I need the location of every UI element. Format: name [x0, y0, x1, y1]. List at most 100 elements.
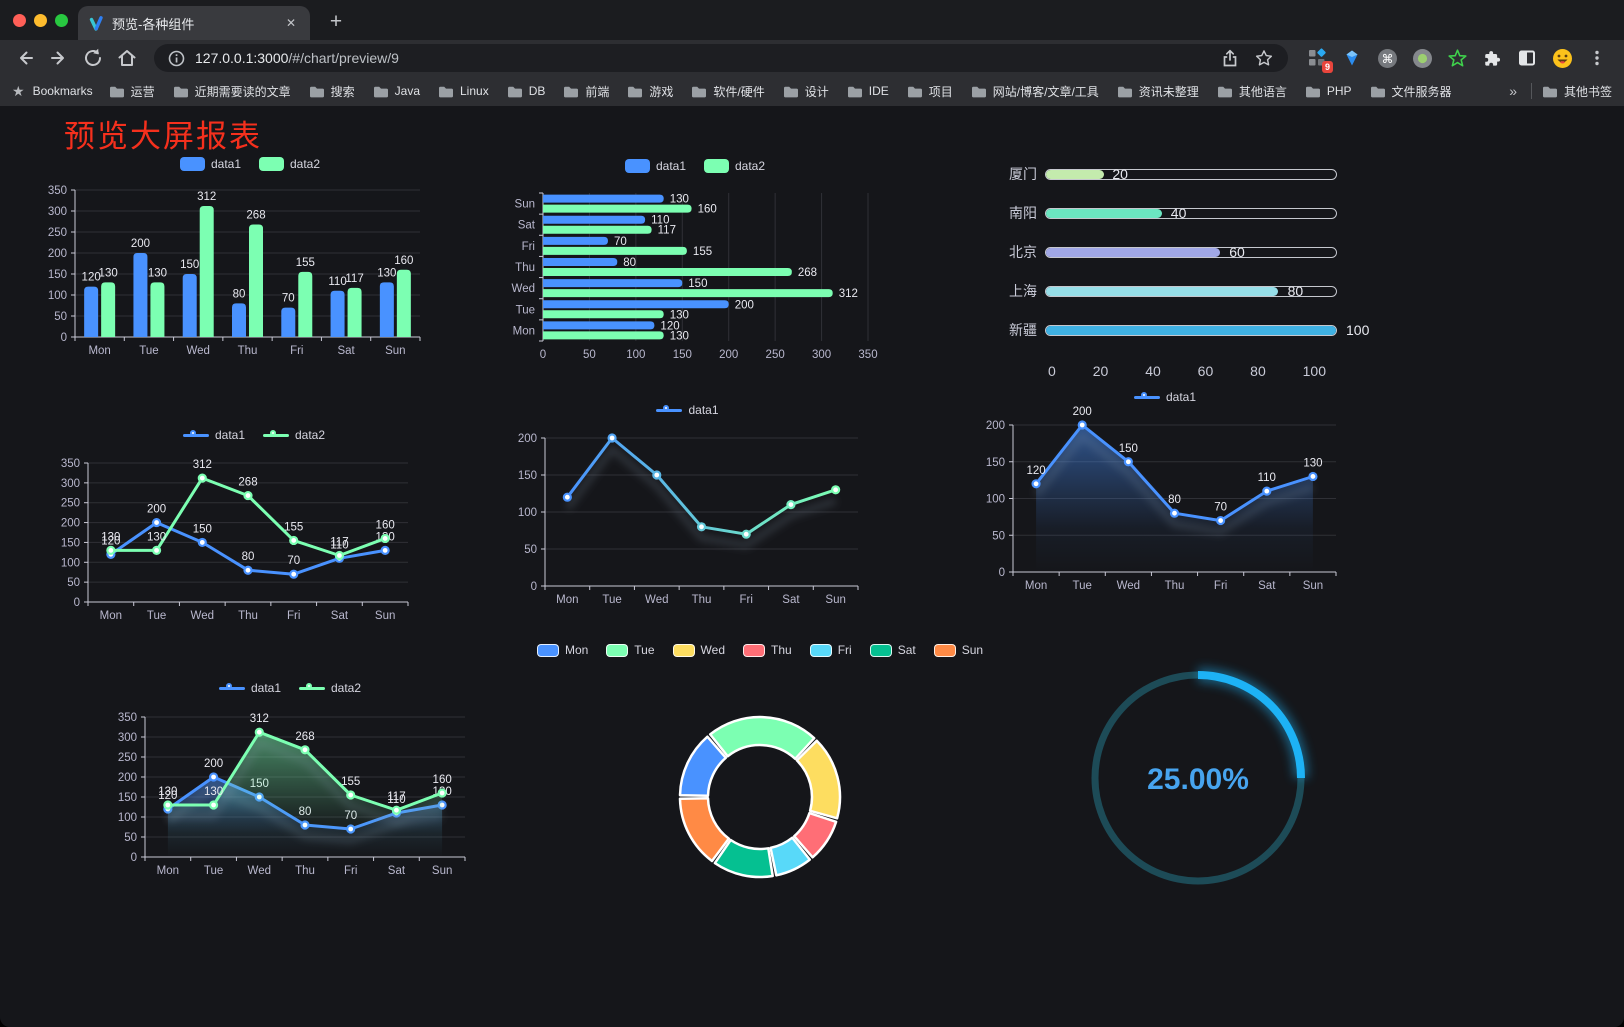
blocks-extension-button[interactable]: 9 [1306, 47, 1333, 73]
command-circle-extension-button[interactable]: ⌘ [1376, 47, 1398, 69]
url-text[interactable]: 127.0.0.1:3000/#/chart/preview/9 [195, 50, 399, 66]
legend-item[interactable]: Tue [606, 643, 655, 657]
svg-text:160: 160 [698, 204, 717, 216]
bookmark-folder-item[interactable]: 网站/博客/文章/工具 [971, 83, 1099, 100]
reload-icon [85, 48, 101, 66]
svg-text:200: 200 [735, 299, 754, 311]
double-area-chart[interactable]: data1 data2 0 50 100 150 200 250 300 350 Mon Tue Wed… [105, 668, 475, 893]
bookmark-folder-item[interactable]: 近期需要读的文章 [173, 83, 291, 100]
grouped-bar-chart[interactable]: data1 data2 0 50 100 150 200 250 300 350 Mon Tue Wed… [40, 150, 460, 368]
pie-segment-Mon [678, 735, 728, 798]
series-data1 [562, 433, 841, 549]
forward-button[interactable] [44, 43, 74, 73]
bookmark-star-icon[interactable] [1254, 48, 1274, 68]
share-icon[interactable] [1220, 48, 1240, 68]
bookmark-folder-item[interactable]: Java [373, 84, 420, 98]
traffic-minimize-icon[interactable] [34, 14, 47, 27]
legend-item[interactable]: data2 [263, 428, 325, 442]
emoji-extension-button[interactable] [1551, 47, 1573, 69]
bookmark-folder-item[interactable]: PHP [1305, 84, 1352, 98]
legend-item[interactable]: data1 [1133, 390, 1196, 404]
svg-text:0: 0 [131, 852, 137, 864]
legend-item[interactable]: data2 [259, 157, 320, 171]
pie-segment-Thu [792, 811, 838, 859]
svg-text:300: 300 [48, 206, 67, 218]
green-dot-circle-extension-button[interactable] [1411, 47, 1433, 69]
svg-text:150: 150 [688, 278, 707, 290]
bookmark-folder-item[interactable]: 前端 [563, 83, 609, 100]
bookmark-folder-item[interactable]: 游戏 [627, 83, 673, 100]
legend-item[interactable]: Sun [933, 643, 984, 657]
area-line-chart[interactable]: data1 0 50 100 150 200 Mon Tue Wed Thu Fri Sat Sun 12… [985, 388, 1345, 603]
series-data2: 130 130 312 268 155 117 160 [158, 713, 452, 857]
legend-item[interactable]: Thu [743, 643, 792, 657]
svg-text:130: 130 [670, 330, 689, 342]
bookmark-folder-item[interactable]: 运营 [109, 83, 155, 100]
bookmarks-label[interactable]: Bookmarks [32, 84, 93, 98]
close-tab-icon[interactable]: ✕ [285, 16, 296, 30]
progress-label: 新疆 [1009, 322, 1037, 338]
multi-line-chart[interactable]: data1 data2 0 50 100 150 200 250 300 350 Mon Tue Wed… [48, 420, 460, 640]
chart-legend: data1 [505, 403, 870, 417]
folder-icon [628, 86, 643, 97]
svg-text:250: 250 [766, 349, 785, 361]
progress-row: 上海 80 [995, 281, 1345, 301]
browser-tab[interactable]: 预览-各种组件 ✕ [78, 6, 310, 40]
bookmark-folder-item[interactable]: 软件/硬件 [691, 83, 765, 100]
legend-item[interactable]: Sat [869, 643, 916, 657]
legend-item[interactable]: data1 [656, 403, 719, 417]
gauge-chart[interactable]: 25.00% [1060, 640, 1340, 920]
bookmark-folder-item[interactable]: 设计 [783, 83, 829, 100]
legend-item[interactable]: data2 [299, 681, 361, 695]
svg-text:312: 312 [197, 191, 216, 203]
bookmark-folder-item[interactable]: 文件服务器 [1370, 83, 1452, 100]
legend-item[interactable]: data2 [704, 159, 765, 173]
legend-item[interactable]: Fri [809, 643, 852, 657]
home-button[interactable] [112, 43, 142, 73]
green-star-extension-button[interactable] [1446, 47, 1468, 69]
browser-menu-button[interactable] [1586, 47, 1608, 69]
gradient-line-chart[interactable]: data1 0 50 100 150 200 Mon Tue Wed Thu Fri Sat Sun [505, 400, 870, 615]
svg-text:300: 300 [812, 349, 831, 361]
bookmark-folder-item[interactable]: Linux [438, 84, 489, 98]
legend-item[interactable]: data1 [624, 159, 686, 173]
legend-item[interactable]: data1 [182, 428, 245, 442]
bookmark-folder-item[interactable]: IDE [847, 84, 889, 98]
legend-item[interactable]: Mon [536, 643, 588, 657]
reload-button[interactable] [78, 43, 108, 73]
legend-item[interactable]: Wed [672, 643, 725, 657]
bookmarks-star-icon[interactable]: ★ [12, 82, 25, 99]
svg-text:200: 200 [118, 772, 137, 784]
bookmark-folder-item[interactable]: 搜索 [309, 83, 355, 100]
legend-label: Sun [961, 643, 984, 657]
other-bookmarks-folder[interactable]: 其他书签 [1542, 83, 1612, 100]
back-button[interactable] [10, 43, 40, 73]
bookmark-folder-item[interactable]: DB [507, 84, 545, 98]
site-info-icon[interactable] [168, 50, 185, 67]
traffic-zoom-icon[interactable] [55, 14, 68, 27]
horizontal-bar-chart[interactable]: data1 data2 0 50 100 150 200 250 300 350 Sun 130 160… [505, 150, 885, 368]
bookmark-folder-item[interactable]: 资讯未整理 [1117, 83, 1199, 100]
svg-text:Tue: Tue [516, 304, 535, 316]
svg-text:Sun: Sun [515, 199, 535, 211]
gem-extension-button[interactable] [1341, 47, 1363, 69]
traffic-close-icon[interactable] [13, 14, 26, 27]
menu-dots-icon [1595, 50, 1599, 66]
url-bar[interactable]: 127.0.0.1:3000/#/chart/preview/9 [154, 44, 1288, 72]
bookmark-folder-item[interactable]: 其他语言 [1217, 83, 1287, 100]
svg-text:110: 110 [330, 539, 348, 551]
new-tab-button[interactable]: + [329, 10, 343, 33]
forward-icon [51, 51, 64, 65]
donut-chart[interactable]: Mon Tue Wed Thu Fri Sat Sun [536, 630, 983, 886]
legend-item[interactable]: data1 [218, 681, 281, 695]
legend-item[interactable]: data1 [179, 157, 241, 171]
bookmark-folder-item[interactable]: 项目 [907, 83, 953, 100]
city-progress-chart[interactable]: 厦门 20 南阳 40 北京 60 上海 80 新疆 100 0 20 40 60 80 100 [995, 150, 1369, 390]
bookmark-folder-label: 搜索 [330, 84, 355, 99]
bookmarks-overflow-chevron[interactable]: » [1509, 83, 1517, 99]
legend-label: Tue [634, 643, 655, 657]
split-rect-extension-button[interactable] [1516, 47, 1538, 69]
svg-text:50: 50 [124, 832, 137, 844]
extensions-puzzle-button[interactable] [1481, 47, 1503, 69]
